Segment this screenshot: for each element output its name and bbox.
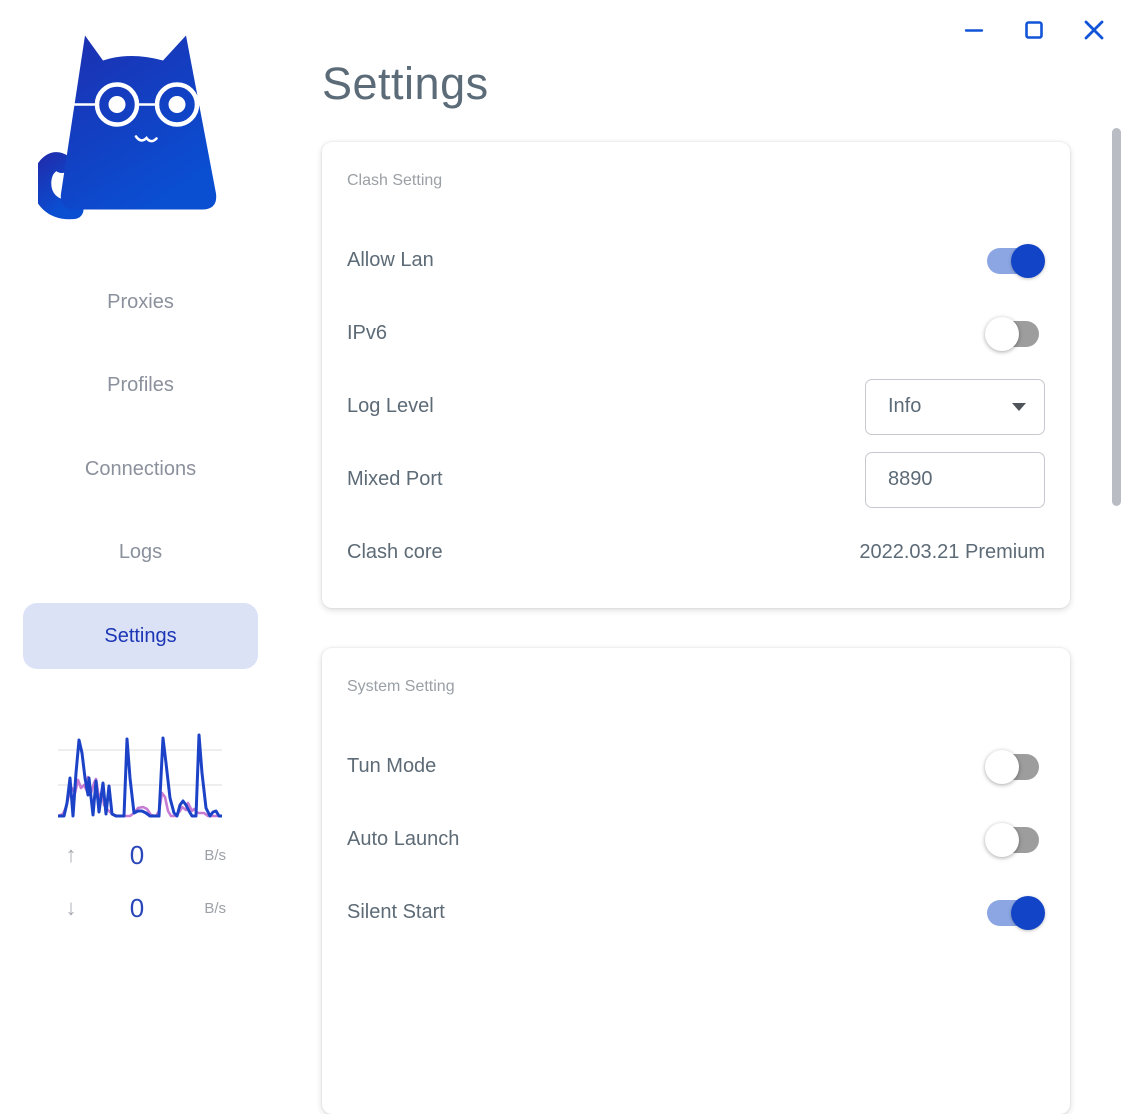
sidebar-item-label: Settings xyxy=(104,624,177,647)
clash-core-version: 2022.03.21 Premium xyxy=(859,541,1045,563)
glasses-left-rim xyxy=(94,82,140,127)
sidebar-item-profiles[interactable]: Profiles xyxy=(23,352,258,418)
silent-start-toggle[interactable] xyxy=(987,894,1045,932)
card-header: System Setting xyxy=(347,678,455,695)
setting-row-silent-start: Silent Start xyxy=(347,876,1045,949)
cat-right-eye xyxy=(168,96,186,113)
log-level-selected-value: Info xyxy=(888,395,922,417)
setting-row-clash-core: Clash core 2022.03.21 Premium xyxy=(347,516,1045,589)
setting-label: Auto Launch xyxy=(347,828,460,850)
maximize-button[interactable] xyxy=(1022,16,1046,44)
arrow-down-icon: ↓ xyxy=(65,895,77,920)
setting-label: Log Level xyxy=(347,395,434,417)
clash-setting-card: Clash Setting Allow Lan IPv6 Log Level I… xyxy=(322,142,1070,608)
sidebar-item-proxies[interactable]: Proxies xyxy=(23,269,258,335)
vertical-scrollbar[interactable] xyxy=(1112,128,1121,506)
setting-row-mixed-port: Mixed Port xyxy=(347,443,1045,516)
system-setting-card: System Setting Tun Mode Auto Launch Sile… xyxy=(322,648,1070,1114)
setting-row-auto-launch: Auto Launch xyxy=(347,803,1045,876)
upload-speed-unit: B/s xyxy=(204,846,226,864)
chevron-down-icon xyxy=(1012,402,1026,411)
setting-row-ipv6: IPv6 xyxy=(347,297,1045,370)
minimize-button[interactable] xyxy=(962,16,986,44)
card-header: Clash Setting xyxy=(347,172,443,189)
toggle-thumb xyxy=(985,749,1019,784)
download-speed-unit: B/s xyxy=(204,899,226,917)
auto-launch-toggle[interactable] xyxy=(985,821,1045,859)
sidebar-item-label: Connections xyxy=(84,457,197,480)
sidebar-item-label: Profiles xyxy=(107,373,174,396)
window-controls xyxy=(962,16,1106,44)
sidebar-item-settings[interactable]: Settings xyxy=(23,603,258,669)
traffic-line-download xyxy=(58,733,222,818)
toggle-thumb xyxy=(985,822,1019,857)
sidebar: Proxies Profiles Connections Logs Settin… xyxy=(0,0,280,937)
setting-row-log-level: Log Level Info xyxy=(347,370,1045,443)
app-logo-cat-icon xyxy=(38,35,217,220)
traffic-down-row: ↓ 0 B/s xyxy=(54,892,227,924)
toggle-thumb xyxy=(1011,243,1045,278)
upload-speed-value: 0 xyxy=(129,839,145,870)
maximize-icon xyxy=(1025,21,1043,39)
page-title: Settings xyxy=(322,58,489,109)
setting-label: Silent Start xyxy=(347,901,445,923)
cat-mouth xyxy=(134,135,158,143)
toggle-thumb xyxy=(985,316,1019,351)
cat-tail xyxy=(38,152,84,220)
setting-label: Mixed Port xyxy=(347,468,443,490)
setting-label: Clash core xyxy=(347,541,443,563)
sidebar-item-label: Proxies xyxy=(107,290,174,313)
download-speed-value: 0 xyxy=(129,892,145,923)
cat-left-eye xyxy=(108,96,126,113)
setting-label: Allow Lan xyxy=(347,249,434,271)
close-icon xyxy=(1084,20,1104,40)
setting-label: Tun Mode xyxy=(347,755,437,777)
arrow-up-icon: ↑ xyxy=(65,842,77,867)
setting-label: IPv6 xyxy=(347,322,388,344)
sidebar-item-logs[interactable]: Logs xyxy=(23,519,258,585)
sidebar-item-connections[interactable]: Connections xyxy=(23,436,258,502)
mixed-port-input[interactable] xyxy=(865,451,1045,508)
setting-row-tun-mode: Tun Mode xyxy=(347,730,1045,803)
traffic-up-row: ↑ 0 B/s xyxy=(54,839,227,871)
setting-row-allow-lan: Allow Lan xyxy=(347,224,1045,297)
tun-mode-toggle[interactable] xyxy=(985,748,1045,786)
minimize-icon xyxy=(964,29,984,32)
traffic-graph xyxy=(58,733,222,818)
ipv6-toggle[interactable] xyxy=(985,315,1045,353)
sidebar-item-label: Logs xyxy=(118,540,163,563)
toggle-thumb xyxy=(1011,895,1045,930)
cat-body xyxy=(60,35,217,210)
glasses-right-rim xyxy=(154,82,200,127)
close-button[interactable] xyxy=(1082,16,1106,44)
allow-lan-toggle[interactable] xyxy=(987,242,1045,280)
log-level-select[interactable]: Info xyxy=(865,378,1045,435)
